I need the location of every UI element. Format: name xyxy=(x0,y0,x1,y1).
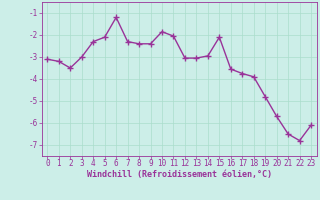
X-axis label: Windchill (Refroidissement éolien,°C): Windchill (Refroidissement éolien,°C) xyxy=(87,170,272,179)
